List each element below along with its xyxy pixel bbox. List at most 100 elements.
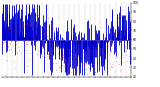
Point bbox=[89, 50, 92, 51]
Point bbox=[9, 44, 12, 45]
Point bbox=[2, 43, 4, 44]
Point bbox=[88, 67, 90, 69]
Point bbox=[123, 29, 125, 30]
Point bbox=[106, 75, 108, 77]
Point bbox=[39, 54, 41, 55]
Point bbox=[68, 70, 71, 71]
Point bbox=[18, 39, 21, 40]
Point bbox=[56, 42, 59, 44]
Point bbox=[100, 77, 102, 78]
Point bbox=[54, 62, 57, 63]
Point bbox=[86, 74, 88, 75]
Point bbox=[52, 62, 54, 64]
Point bbox=[128, 66, 130, 68]
Point bbox=[121, 55, 123, 56]
Point bbox=[32, 22, 34, 23]
Point bbox=[117, 25, 120, 26]
Point bbox=[51, 65, 54, 66]
Point bbox=[18, 36, 21, 38]
Point bbox=[82, 37, 84, 38]
Point bbox=[28, 25, 30, 27]
Point bbox=[92, 53, 95, 55]
Point bbox=[121, 9, 124, 10]
Point bbox=[96, 54, 98, 55]
Point bbox=[22, 55, 25, 56]
Point bbox=[52, 50, 55, 51]
Point bbox=[86, 54, 88, 56]
Point bbox=[78, 53, 81, 54]
Point bbox=[65, 59, 67, 60]
Point bbox=[96, 71, 98, 73]
Point bbox=[77, 59, 80, 60]
Point bbox=[76, 69, 79, 71]
Point bbox=[56, 36, 59, 37]
Point bbox=[22, 38, 24, 39]
Point bbox=[121, 56, 124, 58]
Point bbox=[11, 45, 14, 46]
Point bbox=[122, 36, 125, 37]
Point bbox=[90, 78, 93, 79]
Point bbox=[92, 63, 95, 64]
Point bbox=[83, 42, 85, 44]
Point bbox=[4, 29, 7, 30]
Point bbox=[29, 15, 32, 16]
Point bbox=[52, 30, 55, 31]
Point bbox=[48, 68, 51, 69]
Point bbox=[51, 52, 53, 53]
Point bbox=[70, 72, 72, 73]
Point bbox=[19, 29, 21, 30]
Point bbox=[24, 14, 27, 16]
Point bbox=[116, 29, 118, 31]
Point bbox=[96, 39, 99, 41]
Point bbox=[14, 67, 16, 68]
Point bbox=[123, 61, 126, 63]
Point bbox=[119, 69, 121, 70]
Point bbox=[30, 35, 32, 36]
Point bbox=[10, 35, 13, 36]
Point bbox=[79, 78, 81, 79]
Point bbox=[4, 74, 6, 76]
Point bbox=[72, 67, 75, 69]
Point bbox=[54, 78, 56, 79]
Point bbox=[73, 57, 76, 58]
Point bbox=[115, 44, 117, 46]
Point bbox=[36, 15, 38, 17]
Point bbox=[112, 52, 115, 54]
Point bbox=[114, 45, 116, 46]
Point bbox=[31, 39, 34, 40]
Point bbox=[64, 78, 66, 79]
Point bbox=[62, 40, 64, 42]
Point bbox=[16, 51, 18, 53]
Point bbox=[58, 67, 60, 68]
Point bbox=[124, 35, 126, 36]
Point bbox=[50, 41, 53, 43]
Point bbox=[60, 56, 63, 57]
Point bbox=[5, 38, 7, 40]
Point bbox=[55, 76, 58, 78]
Point bbox=[3, 41, 6, 43]
Point bbox=[106, 41, 109, 42]
Point bbox=[6, 46, 9, 48]
Point bbox=[66, 48, 68, 49]
Point bbox=[49, 37, 52, 39]
Point bbox=[57, 47, 59, 48]
Point bbox=[103, 44, 106, 45]
Point bbox=[45, 43, 48, 44]
Point bbox=[4, 42, 6, 43]
Point bbox=[67, 72, 69, 74]
Point bbox=[38, 16, 40, 17]
Point bbox=[69, 61, 72, 62]
Point bbox=[37, 14, 40, 16]
Point bbox=[122, 28, 125, 30]
Point bbox=[39, 26, 42, 27]
Point bbox=[43, 56, 46, 58]
Point bbox=[53, 29, 55, 30]
Point bbox=[83, 51, 86, 52]
Point bbox=[66, 55, 69, 57]
Point bbox=[28, 32, 31, 34]
Point bbox=[111, 66, 113, 68]
Point bbox=[84, 68, 86, 69]
Point bbox=[61, 65, 64, 66]
Point bbox=[5, 34, 8, 36]
Point bbox=[85, 64, 87, 65]
